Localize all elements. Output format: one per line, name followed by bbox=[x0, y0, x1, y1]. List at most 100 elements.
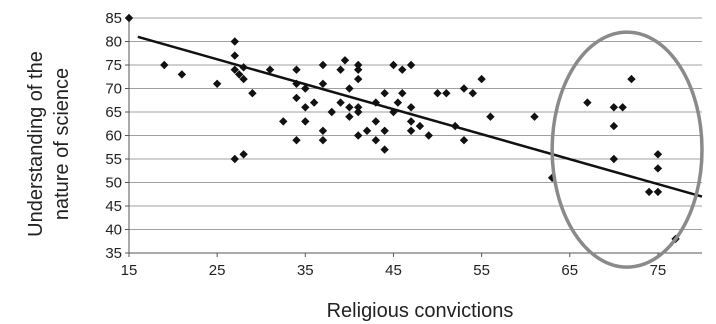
data-point bbox=[406, 126, 416, 135]
data-point bbox=[239, 74, 248, 84]
x-tick-label: 65 bbox=[561, 262, 578, 279]
x-tick-labels: 15 25 35 45 55 65 75 bbox=[121, 262, 667, 279]
y-tick-labels: 35 40 45 50 55 60 65 70 75 80 85 bbox=[105, 10, 122, 262]
data-point bbox=[292, 65, 301, 74]
gridlines bbox=[129, 17, 702, 254]
x-tick-label: 45 bbox=[385, 262, 402, 279]
data-point bbox=[354, 74, 363, 84]
trendline-group bbox=[137, 35, 703, 198]
data-point bbox=[653, 150, 663, 159]
x-axis-title: Religious convictions bbox=[327, 300, 514, 322]
y-tick-label: 70 bbox=[105, 81, 122, 98]
data-point bbox=[265, 65, 275, 74]
data-point bbox=[486, 112, 495, 121]
data-point bbox=[406, 117, 416, 126]
data-point bbox=[380, 145, 389, 154]
data-point bbox=[301, 103, 310, 112]
data-point bbox=[468, 89, 477, 98]
y-tick-label: 85 bbox=[105, 10, 122, 27]
data-point bbox=[318, 60, 328, 70]
data-point bbox=[160, 60, 169, 70]
data-point bbox=[354, 103, 363, 112]
data-point bbox=[177, 70, 187, 79]
data-point bbox=[653, 187, 663, 197]
axes bbox=[125, 17, 702, 257]
data-point bbox=[327, 107, 336, 117]
data-point bbox=[406, 60, 416, 70]
data-point bbox=[371, 117, 381, 126]
data-point bbox=[354, 60, 363, 70]
data-point bbox=[618, 103, 627, 112]
data-point bbox=[459, 136, 469, 145]
data-point bbox=[301, 117, 310, 126]
data-point bbox=[459, 84, 469, 93]
data-point bbox=[318, 79, 328, 88]
y-axis-title-line-2: nature of science bbox=[51, 68, 73, 220]
data-point bbox=[345, 84, 354, 93]
data-point bbox=[292, 79, 301, 88]
y-tick-label: 80 bbox=[105, 34, 122, 51]
data-point bbox=[230, 51, 239, 60]
y-tick-label: 65 bbox=[105, 104, 122, 121]
data-point bbox=[336, 98, 345, 107]
data-point bbox=[212, 79, 222, 88]
x-tick-label: 75 bbox=[650, 262, 667, 279]
y-tick-label: 50 bbox=[105, 175, 122, 192]
data-point bbox=[380, 126, 389, 135]
data-point bbox=[336, 65, 345, 74]
data-point bbox=[292, 136, 301, 145]
data-point bbox=[627, 74, 636, 84]
data-point bbox=[230, 37, 239, 46]
data-point bbox=[345, 103, 354, 112]
data-point bbox=[477, 74, 486, 84]
data-point bbox=[371, 136, 381, 145]
data-point bbox=[398, 89, 407, 98]
data-point bbox=[362, 126, 372, 135]
data-point bbox=[433, 89, 442, 98]
data-point bbox=[583, 98, 592, 107]
data-point bbox=[301, 84, 310, 93]
data-point bbox=[424, 131, 433, 140]
data-point bbox=[398, 65, 407, 74]
data-point bbox=[230, 154, 239, 164]
y-tick-label: 60 bbox=[105, 128, 122, 145]
x-tick-label: 25 bbox=[209, 262, 226, 279]
data-point bbox=[380, 89, 389, 98]
data-point bbox=[292, 93, 301, 103]
data-point bbox=[415, 121, 425, 131]
data-point bbox=[609, 121, 619, 131]
data-point bbox=[354, 107, 363, 117]
data-point bbox=[340, 56, 350, 65]
y-tick-label: 55 bbox=[105, 151, 122, 168]
data-point bbox=[230, 65, 239, 74]
y-tick-label: 35 bbox=[105, 245, 122, 262]
highlight-ellipse bbox=[550, 30, 704, 269]
data-point bbox=[318, 136, 328, 145]
y-tick-label: 45 bbox=[105, 198, 122, 215]
data-point bbox=[354, 131, 363, 140]
data-point bbox=[318, 126, 328, 135]
data-point bbox=[124, 13, 134, 23]
data-point bbox=[644, 187, 654, 197]
data-point bbox=[393, 98, 403, 107]
trendline bbox=[137, 35, 703, 198]
x-tick-label: 55 bbox=[473, 262, 490, 279]
data-point bbox=[345, 112, 354, 121]
y-tick-label: 75 bbox=[105, 57, 122, 74]
highlight-group bbox=[550, 30, 704, 269]
data-point bbox=[530, 112, 539, 121]
data-point bbox=[279, 117, 288, 126]
data-point bbox=[653, 164, 663, 173]
data-point bbox=[389, 60, 398, 70]
data-point bbox=[354, 65, 363, 74]
data-point bbox=[609, 154, 619, 164]
data-point bbox=[248, 89, 257, 98]
y-axis-title-line-1: Understanding of the bbox=[25, 51, 47, 237]
data-point bbox=[309, 98, 319, 107]
y-tick-label: 40 bbox=[105, 222, 122, 239]
x-tick-label: 15 bbox=[121, 262, 138, 279]
data-point bbox=[234, 70, 244, 79]
data-point bbox=[609, 103, 619, 112]
data-points bbox=[124, 13, 680, 244]
